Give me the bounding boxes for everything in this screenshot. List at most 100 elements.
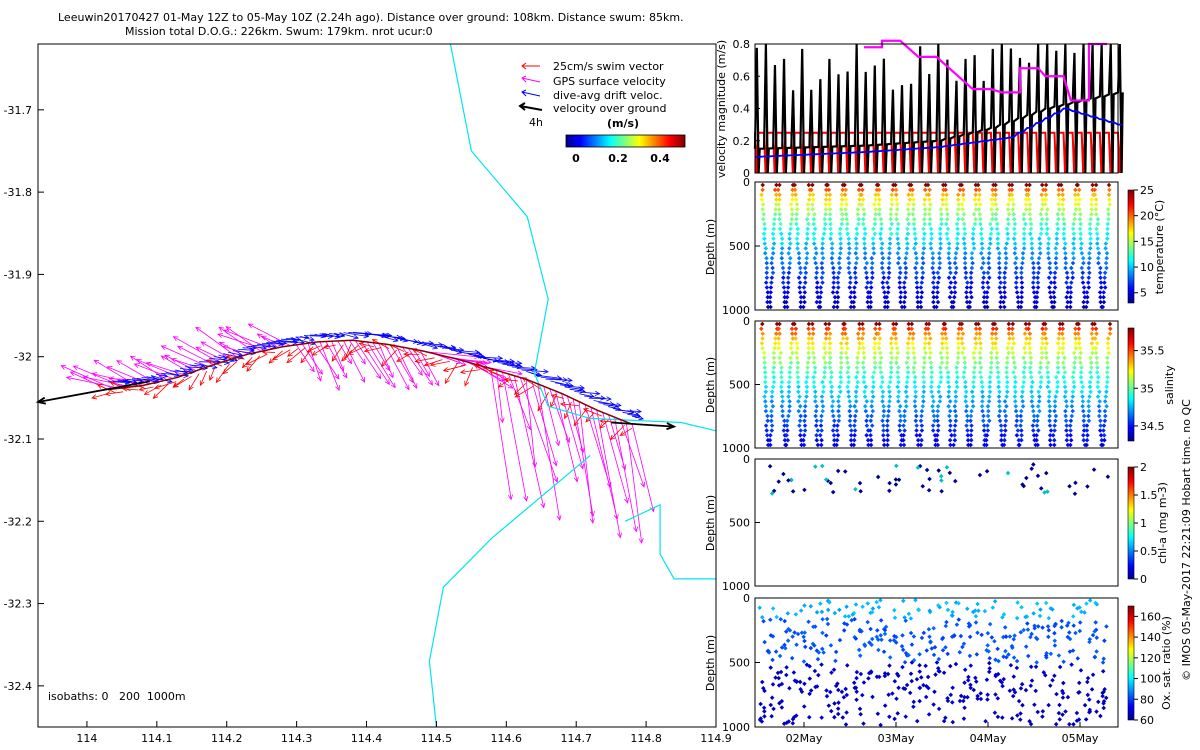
profile-point: [946, 255, 952, 261]
profile-point: [955, 192, 961, 198]
oxygen-point: [962, 667, 968, 673]
oxygen-point: [876, 647, 881, 653]
profile-point: [1021, 374, 1027, 380]
profile-point: [1030, 404, 1035, 409]
profile-point: [1004, 374, 1010, 380]
profile-point: [780, 413, 785, 419]
profile-point: [971, 355, 977, 361]
oxygen-point: [787, 685, 792, 691]
oxygen-point: [777, 700, 782, 706]
profile-point: [945, 374, 951, 380]
profile-point: [976, 321, 981, 327]
chla-point: [953, 478, 958, 484]
profile-point: [829, 389, 834, 395]
profile-point: [964, 423, 969, 428]
gps-vector-head: [164, 354, 170, 360]
profile-point: [921, 374, 926, 380]
profile-point: [964, 290, 969, 295]
profile-point: [1005, 236, 1011, 241]
drift-vector: [131, 378, 159, 381]
profile-point: [921, 384, 926, 390]
profile-point: [902, 290, 908, 295]
profile-point: [765, 294, 770, 300]
profile-point: [831, 304, 837, 310]
profile-point: [1030, 423, 1036, 428]
profile-point: [802, 265, 808, 271]
profile-point: [1093, 202, 1099, 207]
profile-point: [1103, 260, 1109, 266]
profile-point: [1101, 294, 1106, 300]
profile-point: [965, 418, 970, 424]
gps-vector-head: [523, 495, 529, 502]
oxygen-point: [875, 711, 881, 717]
profile-point: [1015, 299, 1021, 305]
profile-point: [881, 428, 886, 433]
swim-vector: [381, 349, 397, 367]
profile-point: [879, 241, 885, 246]
oxygen-point: [917, 685, 923, 691]
oxygen-point: [1033, 664, 1039, 670]
profile-point: [822, 341, 827, 346]
profile-point: [904, 251, 909, 256]
profile-point: [1045, 207, 1050, 212]
oxygen-point: [903, 714, 908, 719]
profile-point: [1027, 212, 1033, 217]
profile-point: [779, 370, 784, 375]
profile-point: [802, 290, 808, 295]
profile-point: [861, 236, 867, 241]
gps-vector: [301, 343, 323, 375]
profile-point: [945, 236, 950, 241]
profile-point: [1078, 231, 1083, 237]
profile-point: [787, 374, 793, 380]
profile-point: [831, 270, 836, 276]
profile-point: [953, 280, 958, 285]
profile-point: [1009, 192, 1015, 198]
profile-point: [1076, 187, 1082, 193]
profile-point: [1103, 394, 1109, 399]
profile-point: [836, 399, 841, 404]
profile-point: [814, 437, 820, 443]
profile-point: [1048, 280, 1054, 285]
swim-vector: [173, 376, 192, 388]
profile-point: [771, 355, 777, 361]
chla-point: [769, 491, 775, 496]
drift-vector-head: [385, 333, 391, 339]
profile-point: [985, 304, 990, 310]
profile-point: [944, 216, 950, 222]
oxygen-point: [1014, 615, 1020, 621]
profile-point: [920, 270, 926, 276]
gps-vector: [537, 383, 561, 521]
profile-point: [937, 231, 943, 237]
profile-point: [1002, 423, 1008, 428]
profile-point: [1028, 221, 1034, 227]
profile-point: [923, 350, 928, 356]
velocity-tick-label: 0.8: [733, 38, 751, 51]
profile-point: [1023, 207, 1029, 212]
profile-point: [1047, 290, 1053, 295]
profile-point: [1104, 265, 1109, 271]
profile-point: [988, 241, 993, 246]
profile-point: [903, 265, 909, 271]
profile-point: [972, 365, 977, 370]
profile-point: [948, 270, 953, 276]
profile-point: [869, 423, 875, 428]
profile-point: [1081, 408, 1086, 414]
profile-point: [935, 442, 941, 448]
swim-vector-head: [459, 369, 466, 375]
profile-point: [854, 226, 859, 232]
profile-point: [874, 321, 879, 327]
profile-point: [1078, 212, 1083, 217]
profile-point: [931, 294, 937, 300]
oxygen-point: [777, 653, 783, 659]
profile-point: [930, 428, 936, 433]
profile-point: [857, 345, 862, 351]
profile-point: [829, 404, 835, 409]
oxygen-point: [835, 706, 841, 711]
drift-vector: [266, 341, 287, 344]
profile-point: [996, 384, 1001, 390]
profile-point: [794, 197, 799, 202]
profile-point: [1014, 423, 1019, 428]
profile-point: [887, 251, 892, 256]
profile-point: [827, 350, 833, 356]
profile-point: [898, 413, 903, 419]
